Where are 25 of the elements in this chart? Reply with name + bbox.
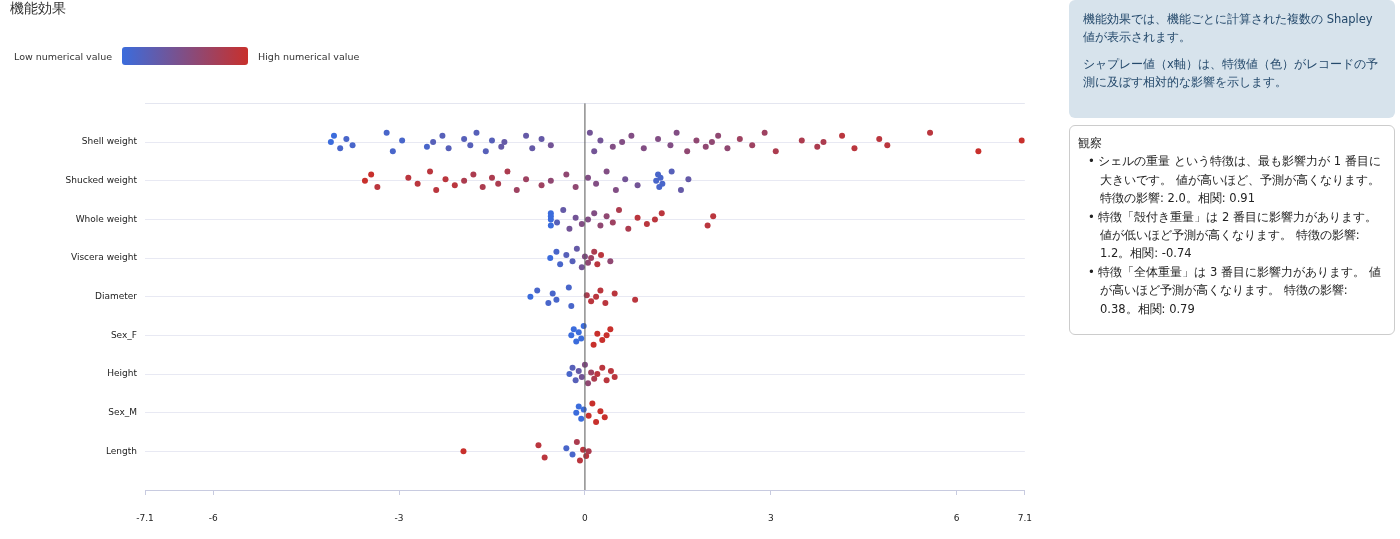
y-tick-label: Height — [107, 368, 138, 379]
x-tick-label: 6 — [953, 512, 960, 523]
x-tick-label: -6 — [208, 512, 218, 523]
x-tick-label: 7.1 — [1017, 512, 1033, 523]
text: 観察 — [1078, 135, 1103, 152]
y-tick-label: Length — [105, 445, 137, 456]
y-tick-label: Sex_F — [110, 329, 137, 340]
y-tick-label: Shucked weight — [65, 175, 138, 186]
text: Low numerical value — [14, 50, 113, 62]
text: • 特徴「殻付き重量」は 2 番目に影響力があります。値が低いほど予測が高くなります。 特徴の影響: 1.2。相関: -0.74 — [1088, 208, 1379, 263]
text: • 特徴「全体重量」は 3 番目に影響力があります。 値が高いほど予測が高くなります。 特徴の影響: 0.38。相関: 0.79 — [1088, 263, 1382, 318]
text: • シェルの重量 という特徴は、最も影響力が 1 番目に大きいです。 値が高いほど、予測が高くなります。特徴の影響: 2.0。相関: 0.91 — [1088, 153, 1382, 208]
x-tick-label: 3 — [767, 512, 774, 523]
x-tick-label: -7.1 — [136, 512, 154, 523]
y-tick-label: Sex_M — [108, 407, 137, 418]
x-tick-label: -3 — [394, 512, 404, 523]
y-tick-label: Viscera weight — [70, 252, 138, 263]
text: 機能効果では、機能ごとに計算された複数の Shapley 値が表示されます。 — [1083, 11, 1374, 47]
text: シャプレー値（x軸）は、特徴値（色）がレコードの予測に及ぼす相対的な影響を示します。 — [1083, 55, 1379, 92]
y-tick-label: Whole weight — [75, 213, 138, 224]
chart-title: 機能効果 — [10, 0, 66, 18]
x-tick-label: 0 — [582, 512, 589, 523]
text: High numerical value — [258, 50, 360, 62]
y-tick-label: Shell weight — [81, 136, 138, 147]
y-tick-label: Diameter — [94, 291, 138, 302]
